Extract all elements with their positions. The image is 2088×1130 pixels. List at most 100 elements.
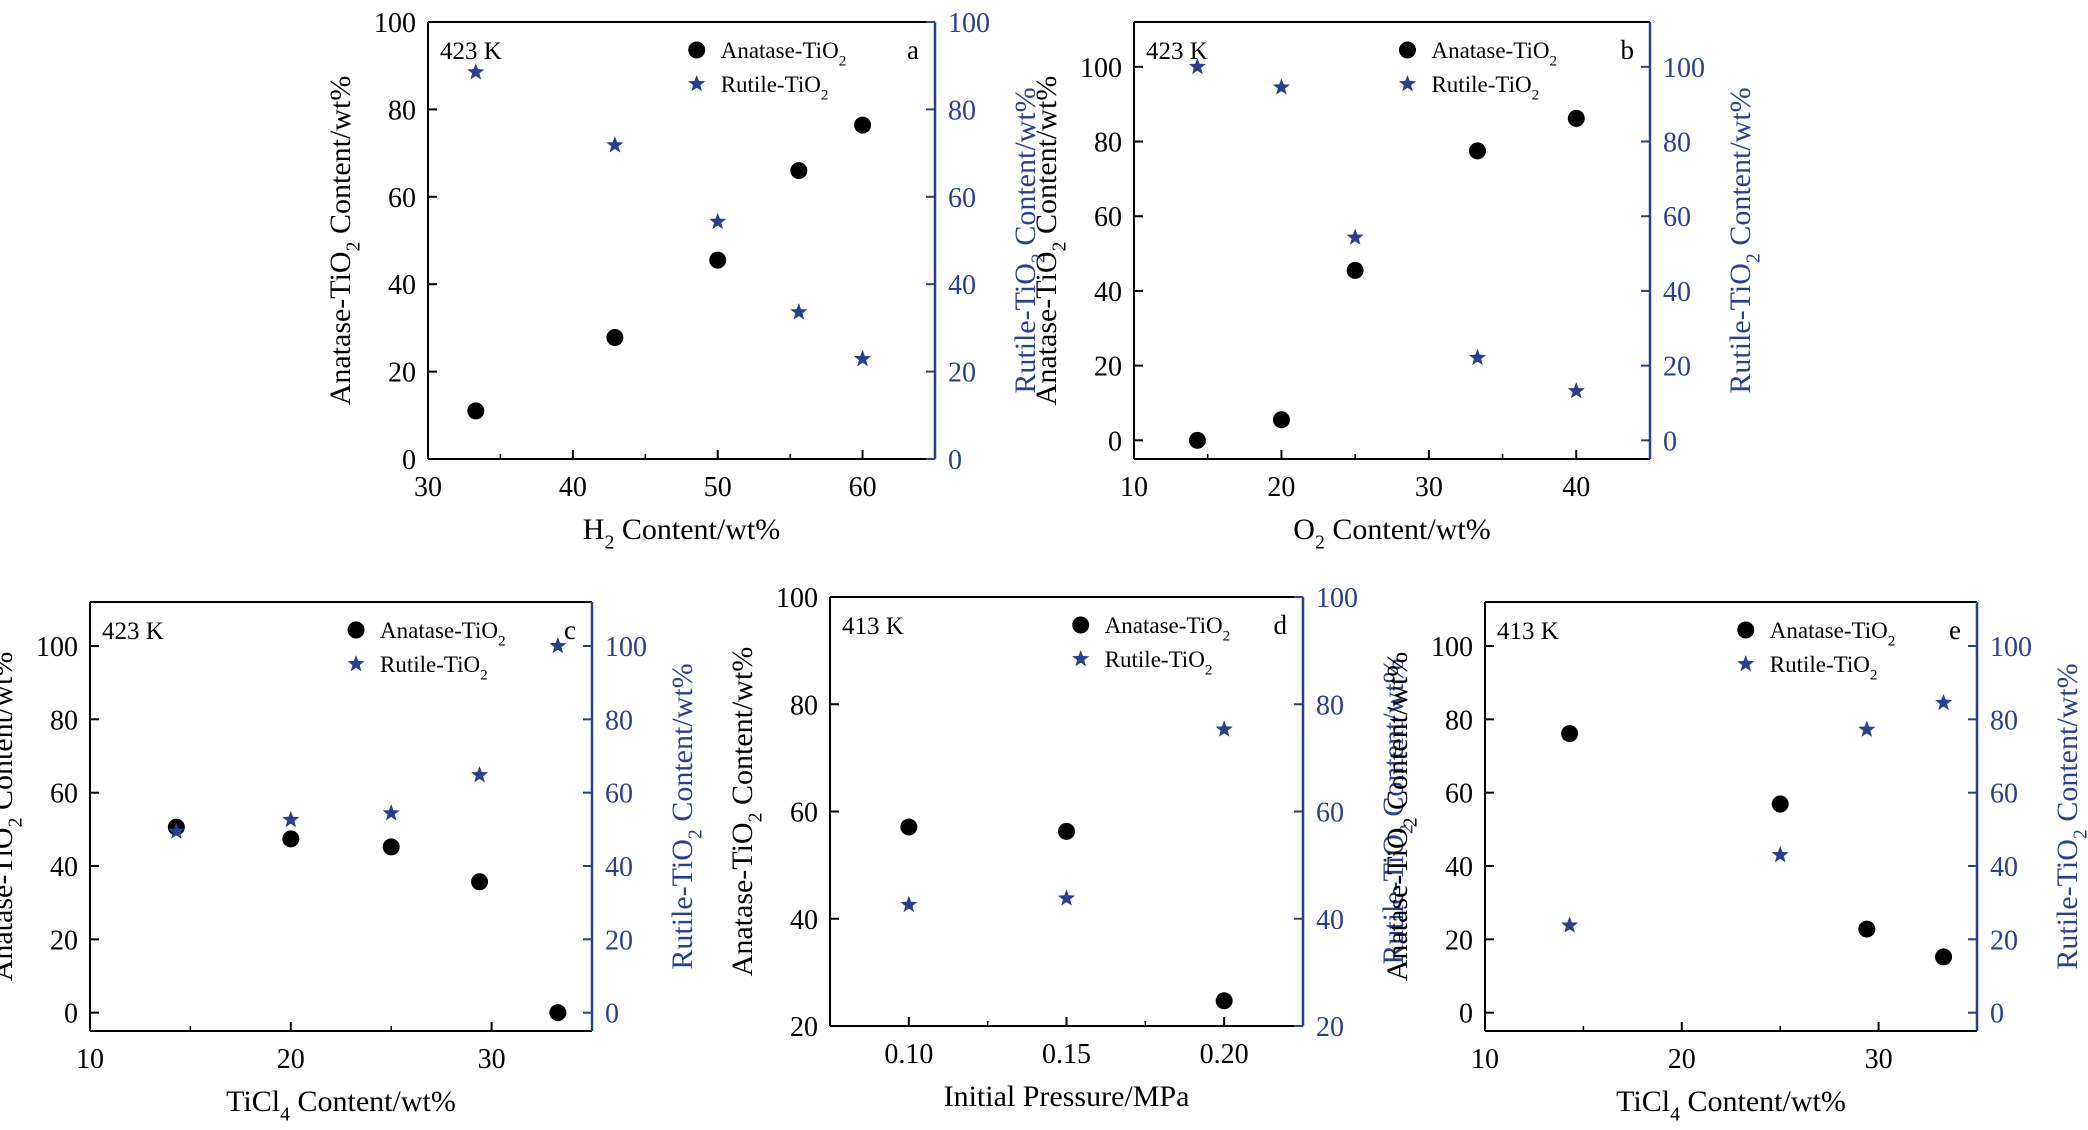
right-y-tick-label: 60 [1316, 798, 1344, 829]
left-y-axis-title: Anatase-TiO2 Content/wt% [726, 647, 767, 977]
x-tick-label: 30 [414, 472, 442, 503]
left-y-axis-title: Anatase-TiO2 Content/wt% [324, 76, 365, 406]
legend-anatase: Anatase-TiO2 [380, 618, 506, 649]
right-y-tick-label: 60 [605, 779, 633, 810]
rutile-point [900, 895, 918, 913]
left-y-tick-label: 100 [1431, 632, 1473, 663]
left-y-tick-label: 20 [50, 925, 78, 956]
x-tick-label: 30 [478, 1044, 506, 1075]
rutile-point [854, 349, 872, 367]
rutile-point [1858, 720, 1876, 737]
left-y-tick-label: 0 [1459, 999, 1473, 1030]
right-y-tick-label: 80 [1990, 705, 2018, 736]
left-y-tick-label: 80 [1445, 705, 1473, 736]
anatase-point [382, 838, 400, 856]
right-y-tick-label: 60 [1990, 779, 2018, 810]
left-y-tick-label: 100 [1080, 53, 1122, 84]
right-y-tick-label: 20 [948, 358, 976, 389]
legend-star-marker [1398, 75, 1417, 92]
rutile-point [709, 212, 727, 229]
rutile-point [470, 766, 489, 783]
x-tick-label: 40 [1562, 472, 1590, 503]
left-y-tick-label: 20 [388, 358, 416, 389]
left-y-tick-label: 40 [790, 905, 818, 936]
x-tick-label: 40 [559, 472, 587, 503]
anatase-point [549, 1004, 567, 1022]
legend-anatase: Anatase-TiO2 [721, 38, 847, 69]
rutile-point [606, 136, 624, 153]
x-tick-label: 30 [1865, 1044, 1893, 1075]
panel-c: 10 20 30 0 20 40 60 80 100 0 20 40 60 80 100 TiCl4 Cont… [0, 601, 707, 1126]
left-y-tick-label: 40 [388, 270, 416, 301]
panel-letter: a [907, 35, 919, 65]
right-y-axis-title: Rutile-TiO2 Content/wt% [1377, 658, 1418, 964]
rutile-point [167, 822, 185, 839]
right-y-tick-label: 100 [1316, 583, 1358, 614]
x-axis-title: TiCl4 Content/wt% [226, 1085, 456, 1126]
anatase-point [282, 830, 300, 848]
anatase-point [1346, 261, 1364, 279]
legend-star-marker [688, 75, 706, 92]
x-tick-label: 20 [1668, 1044, 1696, 1075]
left-y-tick-label: 0 [402, 445, 416, 476]
panel-a: 30 40 50 60 0 20 40 60 80 100 0 20 40 60 80 100 H2 Conte… [324, 8, 1050, 554]
right-y-tick-label: 100 [605, 632, 647, 663]
right-y-tick-label: 20 [1316, 1012, 1344, 1043]
anatase-point [1469, 142, 1487, 160]
rutile-point [1188, 57, 1206, 75]
rutile-point [382, 804, 400, 821]
right-y-tick-label: 40 [1990, 852, 2018, 883]
left-y-tick-label: 60 [50, 779, 78, 810]
legend-rutile: Rutile-TiO2 [721, 72, 829, 103]
right-y-axis-title: Rutile-TiO2 Content/wt% [666, 663, 707, 969]
left-y-tick-label: 80 [1094, 128, 1122, 159]
right-y-tick-label: 20 [1990, 925, 2018, 956]
x-tick-label: 30 [1415, 472, 1443, 503]
anatase-point [471, 873, 489, 891]
left-y-axis-title: Anatase-TiO2 Content/wt% [1381, 652, 1422, 982]
left-y-axis-title: Anatase-TiO2 Content/wt% [1030, 76, 1071, 406]
legend-star-marker [347, 655, 365, 672]
panel-letter: b [1621, 35, 1635, 65]
anatase-point [1567, 109, 1585, 127]
x-tick-label: 10 [1120, 472, 1148, 503]
rutile-point [790, 303, 808, 320]
left-y-tick-label: 40 [1094, 277, 1122, 308]
right-y-axis-title: Rutile-TiO2 Content/wt% [1724, 87, 1765, 393]
rutile-point [1346, 228, 1364, 245]
panel-d: 0.10 0.15 0.20 20 40 60 80 100 20 40 60 80 100 Initia… [726, 583, 1418, 1113]
left-y-tick-label: 80 [790, 690, 818, 721]
left-y-tick-label: 100 [36, 632, 78, 663]
left-y-tick-label: 40 [1445, 852, 1473, 883]
right-y-tick-label: 40 [1316, 905, 1344, 936]
right-y-tick-label: 0 [1663, 426, 1677, 457]
right-y-tick-label: 80 [1316, 690, 1344, 721]
legend-rutile: Rutile-TiO2 [1105, 647, 1213, 678]
left-y-tick-label: 20 [1445, 925, 1473, 956]
anatase-point [1058, 822, 1075, 840]
right-y-tick-label: 60 [1663, 202, 1691, 233]
panel-e: 10 20 30 0 20 40 60 80 100 0 20 40 60 80 100 TiCl4 Cont… [1381, 601, 2088, 1126]
left-y-axis-title: Anatase-TiO2 Content/wt% [0, 652, 27, 982]
rutile-point [1771, 846, 1789, 863]
anatase-point [467, 402, 485, 420]
anatase-point [1771, 795, 1789, 813]
right-y-tick-label: 80 [1663, 128, 1691, 159]
right-y-tick-label: 60 [948, 183, 976, 214]
right-y-tick-label: 40 [948, 270, 976, 301]
left-y-tick-label: 60 [1094, 202, 1122, 233]
panel-letter: d [1274, 610, 1288, 640]
x-tick-label: 0.15 [1042, 1039, 1091, 1070]
x-tick-label: 0.20 [1200, 1039, 1249, 1070]
right-y-axis-title: Rutile-TiO2 Content/wt% [2051, 663, 2088, 969]
right-y-tick-label: 100 [1990, 632, 2032, 663]
right-y-tick-label: 0 [948, 445, 962, 476]
legend-star-marker [1737, 655, 1755, 672]
legend-circle-marker [1398, 41, 1416, 59]
anatase-point [1272, 411, 1290, 429]
left-y-tick-label: 60 [388, 183, 416, 214]
right-y-tick-label: 0 [605, 999, 619, 1030]
left-y-tick-label: 0 [1108, 426, 1122, 457]
anatase-point [1858, 920, 1876, 938]
